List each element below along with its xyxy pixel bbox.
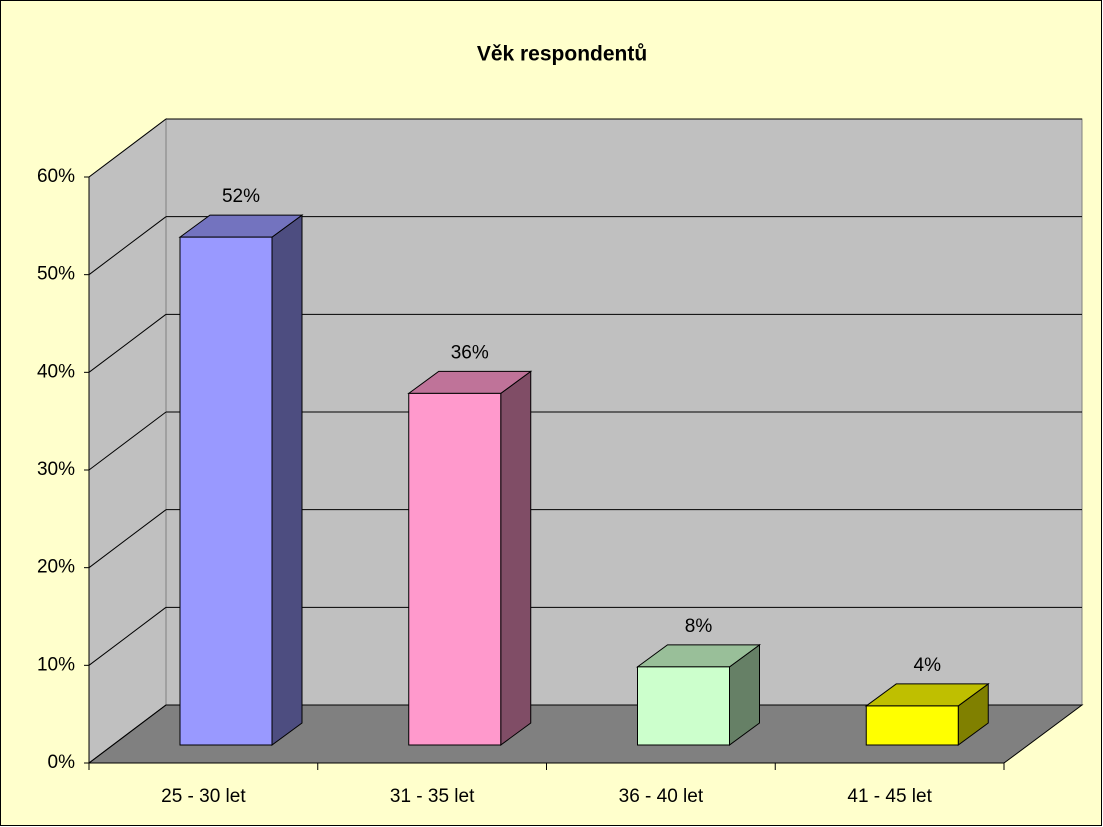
- y-tick-label: 40%: [37, 361, 75, 382]
- chart-title: Věk respondentů: [477, 43, 647, 66]
- y-tick-label: 30%: [37, 459, 75, 480]
- bar-side: [271, 214, 303, 746]
- x-tick-label: 41 - 45 let: [847, 786, 932, 807]
- bar: [408, 392, 502, 746]
- value-label: 36%: [451, 342, 489, 363]
- bar: [865, 705, 959, 746]
- y-tick-label: 0%: [48, 752, 76, 773]
- y-tick-label: 60%: [37, 166, 75, 187]
- value-label: 52%: [222, 186, 260, 207]
- grid-line: [88, 704, 167, 764]
- bar: [179, 236, 273, 746]
- grid-line: [88, 216, 167, 276]
- value-label: 4%: [914, 655, 942, 676]
- grid-line: [88, 606, 167, 666]
- value-label: 8%: [685, 616, 713, 637]
- y-tick-label: 20%: [37, 557, 75, 578]
- grid-line: [88, 509, 167, 569]
- x-tick-label: 31 - 35 let: [390, 786, 475, 807]
- bar-side: [500, 370, 532, 746]
- grid-line: [88, 411, 167, 471]
- bar: [637, 666, 730, 746]
- grid-line: [88, 313, 167, 373]
- x-tick-label: 36 - 40 let: [619, 786, 704, 807]
- y-tick-label: 50%: [37, 264, 75, 285]
- x-tick-label: 25 - 30 let: [161, 786, 246, 807]
- grid-line: [88, 118, 167, 178]
- y-tick-label: 10%: [37, 654, 75, 675]
